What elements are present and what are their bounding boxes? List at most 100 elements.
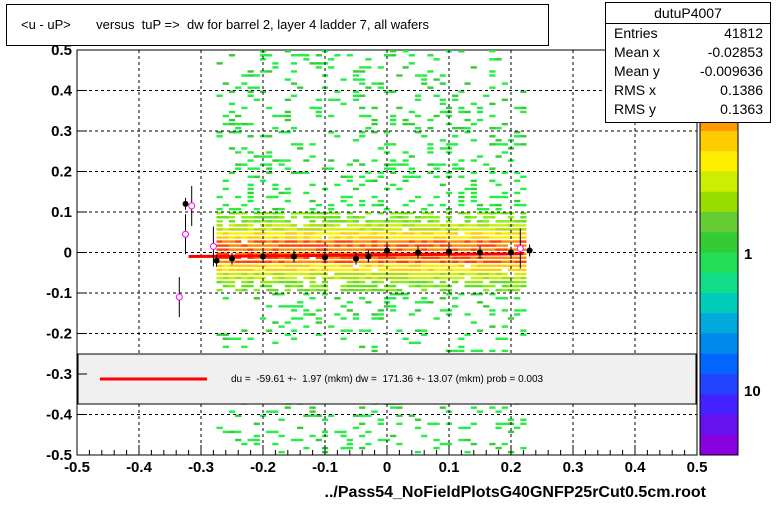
heatmap-cell [383,90,391,93]
heatmap-cell [315,317,322,320]
heatmap-cell [408,313,415,316]
heatmap-cell [216,131,223,134]
heatmap-cell [334,216,341,219]
heatmap-cell [427,272,434,276]
heatmap-cell [433,240,440,243]
heatmap-cell [445,240,453,243]
heatmap-cell [464,260,471,264]
heatmap-cell [408,236,415,239]
heatmap-cell [253,216,260,219]
heatmap-cell [458,276,465,280]
heatmap-cell [520,220,527,223]
heatmap-cell [414,220,422,223]
heatmap-cell [297,268,304,272]
heatmap-cell [266,305,273,308]
heatmap-cell [216,252,223,255]
heatmap-cell [235,228,242,231]
heatmap-cell [402,118,409,122]
heatmap-cell [402,244,409,247]
heatmap-cell [433,94,440,97]
heatmap-cell [476,280,484,284]
heatmap-cell [247,199,254,203]
heatmap-cell [501,406,508,409]
heatmap-cell [365,179,372,183]
heatmap-cell [228,284,236,288]
palette-swatch [700,252,738,274]
heatmap-cell [489,224,496,227]
heatmap-cell [452,256,459,259]
heatmap-cell [414,268,422,272]
heatmap-cell [365,284,372,288]
heatmap-cell [439,139,446,142]
heatmap-cell [235,276,242,280]
heatmap-cell [334,54,341,57]
heatmap-cell [266,272,273,276]
heatmap-cell [489,272,496,276]
heatmap-cell [439,102,446,106]
heatmap-cell [514,268,521,272]
heatmap-cell [390,163,397,166]
heatmap-cell [328,260,335,264]
heatmap-cell [439,203,446,207]
heatmap-cell [464,256,471,259]
heatmap-cell [396,414,403,417]
heatmap-cell [216,333,223,336]
heatmap-cell [476,240,484,243]
heatmap-cell [266,228,273,231]
heatmap-cell [501,191,508,195]
heatmap-cell [359,66,366,69]
profile-point [365,253,372,260]
heatmap-cell [346,228,353,231]
heatmap-cell [365,268,372,272]
heatmap-cell [359,264,366,268]
heatmap-cell [439,276,446,280]
heatmap-cell [266,54,273,57]
heatmap-cell [222,430,229,434]
heatmap-cell [396,232,403,235]
heatmap-cell [290,309,298,312]
heatmap-cell [228,228,236,231]
heatmap-cell [501,228,508,231]
heatmap-cell [458,248,465,251]
heatmap-cell [278,252,285,255]
heatmap-cell [297,305,304,308]
heatmap-cell [247,228,254,231]
profile-point [182,200,189,207]
heatmap-cell [284,167,291,170]
heatmap-cell [458,228,465,231]
heatmap-cell [514,297,521,300]
heatmap-cell [303,268,310,272]
heatmap-cell [427,276,434,280]
heatmap-cell [278,293,285,296]
heatmap-cell [228,430,236,434]
heatmap-cell [445,207,453,211]
heatmap-cell [470,264,477,268]
heatmap-cell [222,179,229,183]
heatmap-cell [328,224,335,227]
heatmap-cell [352,159,360,162]
heatmap-cell [501,276,508,280]
heatmap-cell [284,228,291,231]
heatmap-cell [433,264,440,268]
heatmap-cell [464,280,471,284]
heatmap-cell [470,256,477,259]
heatmap-cell [253,212,260,215]
heatmap-cell [365,58,372,61]
heatmap-cell [253,155,260,158]
heatmap-cell [414,224,422,227]
heatmap-cell [235,244,242,247]
heatmap-cell [334,248,341,251]
heatmap-cell [272,430,279,434]
palette-swatch [700,232,738,253]
heatmap-cell [495,280,502,284]
heatmap-cell [501,297,508,300]
heatmap-cell [433,272,440,276]
heatmap-cell [439,74,446,77]
heatmap-cell [489,406,496,409]
heatmap-cell [228,272,236,276]
heatmap-cell [253,228,260,231]
heatmap-cell [328,212,335,215]
heatmap-cell [390,260,397,264]
heatmap-cell [433,114,440,118]
heatmap-cell [483,256,490,259]
